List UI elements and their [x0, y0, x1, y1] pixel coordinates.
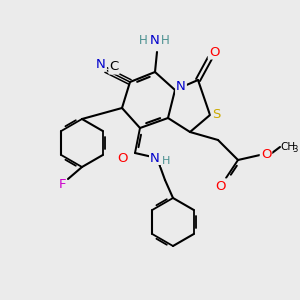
Text: F: F [58, 178, 66, 191]
Text: H: H [160, 34, 169, 46]
Text: N: N [96, 58, 106, 70]
Text: O: O [209, 46, 219, 59]
Text: N: N [150, 34, 160, 46]
Text: O: O [118, 152, 128, 164]
Text: O: O [216, 179, 226, 193]
Text: CH: CH [280, 142, 295, 152]
Text: S: S [212, 109, 220, 122]
Text: H: H [162, 156, 170, 166]
Text: O: O [261, 148, 271, 160]
Text: N: N [176, 80, 186, 94]
Text: H: H [139, 34, 147, 46]
Text: 3: 3 [292, 145, 297, 154]
Text: C: C [110, 61, 118, 74]
Text: N: N [150, 152, 160, 164]
